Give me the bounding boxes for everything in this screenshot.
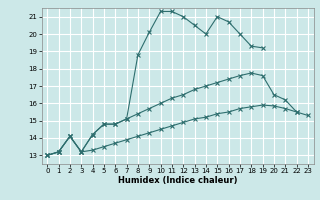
- X-axis label: Humidex (Indice chaleur): Humidex (Indice chaleur): [118, 176, 237, 185]
